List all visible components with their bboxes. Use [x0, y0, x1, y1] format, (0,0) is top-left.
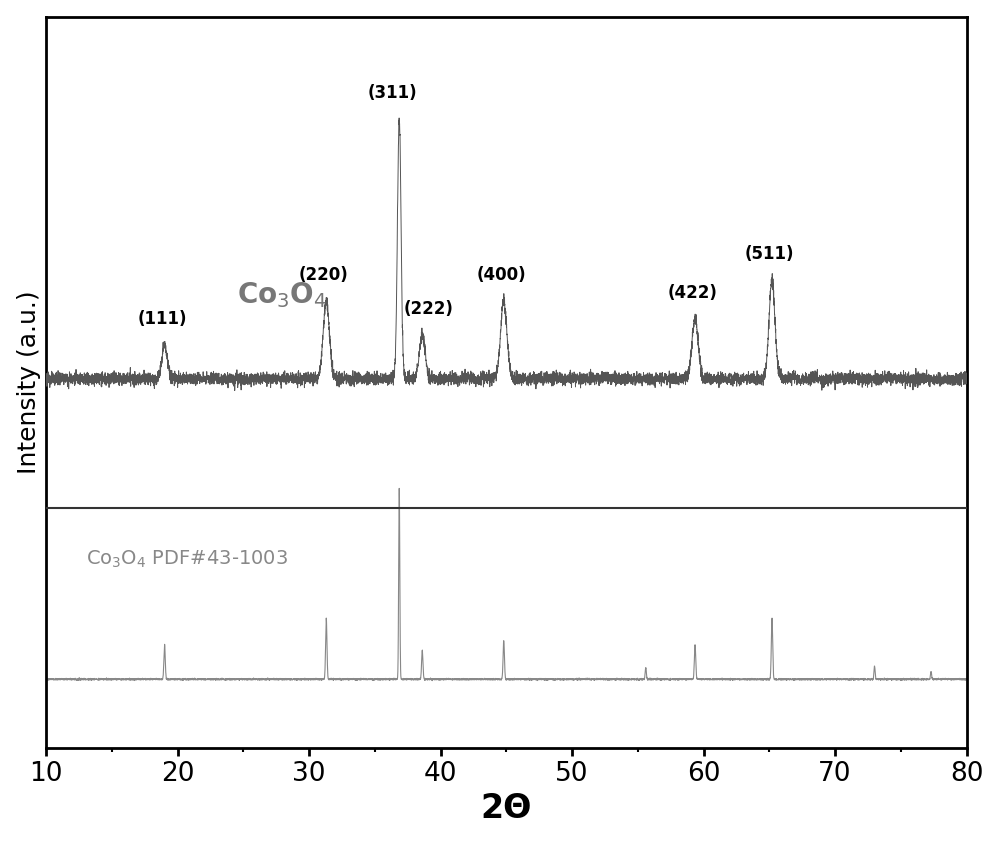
Text: (422): (422) — [668, 284, 717, 302]
Text: (111): (111) — [137, 310, 187, 328]
Text: (511): (511) — [745, 245, 794, 263]
Text: (220): (220) — [299, 266, 349, 284]
X-axis label: 2Θ: 2Θ — [481, 792, 532, 825]
Text: Co$_3$O$_4$: Co$_3$O$_4$ — [237, 280, 327, 311]
Text: (311): (311) — [368, 84, 417, 102]
Text: Co$_3$O$_4$ PDF#43-1003: Co$_3$O$_4$ PDF#43-1003 — [86, 549, 288, 570]
Text: (400): (400) — [476, 266, 526, 284]
Y-axis label: Intensity (a.u.): Intensity (a.u.) — [17, 290, 41, 474]
Text: (222): (222) — [404, 300, 454, 317]
